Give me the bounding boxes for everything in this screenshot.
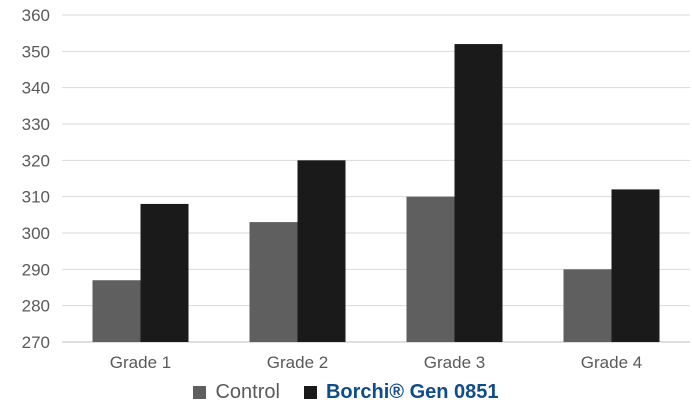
y-tick-label-280: 280	[22, 297, 50, 316]
x-tick-label-4: Grade 4	[581, 353, 642, 370]
y-tick-label-270: 270	[22, 333, 50, 352]
bar-control-4	[563, 269, 612, 342]
chart-legend: Control Borchi® Gen 0851	[0, 376, 692, 408]
legend-swatch-borchi	[303, 385, 317, 399]
bar-borchi-gen-0851-3	[454, 44, 503, 343]
legend-label-borchi: Borchi® Gen 0851	[325, 380, 499, 403]
legend-item-control: Control	[193, 380, 280, 404]
y-tick-label-310: 310	[22, 188, 50, 207]
bar-borchi-gen-0851-1	[140, 203, 189, 342]
x-tick-label-1: Grade 1	[110, 353, 171, 370]
x-tick-label-3: Grade 3	[424, 353, 485, 370]
y-tick-label-340: 340	[22, 79, 50, 98]
y-tick-label-300: 300	[22, 224, 50, 243]
bar-control-3	[406, 196, 455, 342]
y-tick-label-330: 330	[22, 115, 50, 134]
legend-label-control: Control	[215, 380, 280, 403]
x-tick-label-2: Grade 2	[267, 353, 328, 370]
bar-control-1	[92, 280, 141, 342]
y-tick-label-350: 350	[22, 42, 50, 61]
legend-item-borchi: Borchi® Gen 0851	[303, 380, 499, 404]
y-tick-label-320: 320	[22, 151, 50, 170]
y-tick-label-360: 360	[22, 6, 50, 25]
legend-swatch-control	[193, 385, 207, 399]
bar-borchi-gen-0851-4	[611, 189, 660, 342]
bar-borchi-gen-0851-2	[297, 160, 346, 342]
bar-chart: 270 280 290 300 310 320 330 340 350 360 Grade 1 Gra…	[22, 6, 690, 370]
bar-control-2	[249, 222, 298, 342]
y-tick-label-290: 290	[22, 260, 50, 279]
